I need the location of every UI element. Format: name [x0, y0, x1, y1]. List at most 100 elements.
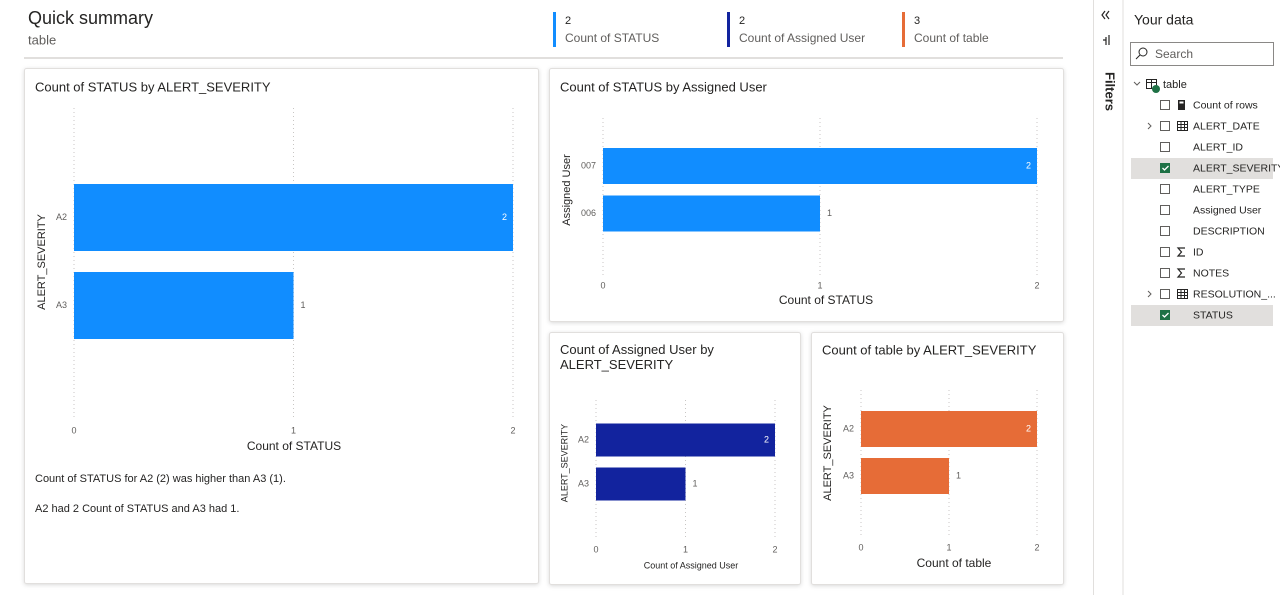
- checkbox[interactable]: [1160, 142, 1170, 152]
- visual[interactable]: Count of STATUS by ALERT_SEVERITY 0 1 2 A2 2 A…: [24, 68, 539, 584]
- kpi-accent: [902, 12, 905, 47]
- search-placeholder[interactable]: Search: [1155, 47, 1193, 61]
- field-row[interactable]: Assigned User: [1160, 204, 1262, 216]
- kpi-value: 3: [914, 15, 920, 27]
- field-name[interactable]: ID: [1193, 246, 1204, 258]
- field-name[interactable]: ALERT_TYPE: [1193, 183, 1260, 195]
- field-name[interactable]: NOTES: [1193, 267, 1229, 279]
- kpi-label: Count of table: [914, 31, 989, 45]
- filters-tab[interactable]: Filters: [1103, 72, 1118, 111]
- bar[interactable]: [596, 423, 775, 457]
- y-tick-label: A2: [578, 434, 589, 444]
- bar[interactable]: [603, 195, 820, 232]
- data-label: 1: [301, 300, 306, 310]
- kpi-label: Count of Assigned User: [739, 31, 865, 45]
- x-tick-label: 1: [817, 280, 822, 290]
- search-icon: [1135, 47, 1148, 60]
- field-row[interactable]: STATUS: [1131, 305, 1273, 326]
- field-row[interactable]: RESOLUTION_...: [1147, 288, 1276, 300]
- kpi-value: 2: [739, 15, 745, 27]
- x-axis-title: Count of Assigned User: [644, 560, 739, 570]
- bar[interactable]: [603, 148, 1037, 184]
- table-icon: [1177, 289, 1188, 299]
- bar[interactable]: [861, 411, 1037, 447]
- visual[interactable]: Count of Assigned User by ALERT_SEVERITY0…: [549, 332, 801, 585]
- field-name[interactable]: ALERT_ID: [1193, 141, 1243, 153]
- kpi-strip: 2 Count of STATUS 2 Count of Assigned User 3…: [553, 12, 989, 47]
- field-row[interactable]: DESCRIPTION: [1160, 225, 1265, 237]
- visual-title: Count of STATUS by Assigned User: [560, 79, 768, 94]
- calc-screen: [1179, 101, 1184, 104]
- calc-icon: [1178, 100, 1185, 110]
- field-expander[interactable]: [1147, 290, 1152, 298]
- x-tick-label: 2: [1034, 542, 1039, 552]
- report-title: Quick summary: [28, 8, 153, 28]
- data-label: 1: [956, 470, 961, 480]
- checkbox[interactable]: [1160, 226, 1170, 236]
- charts: Count of STATUS by ALERT_SEVERITY 0 1 2 A2 2 A…: [24, 68, 1064, 585]
- checkbox[interactable]: [1160, 268, 1170, 278]
- y-axis-title: Assigned User: [561, 154, 573, 226]
- field-expander[interactable]: [1147, 122, 1152, 130]
- data-label: 2: [502, 212, 507, 222]
- field-name[interactable]: STATUS: [1193, 309, 1233, 321]
- checkbox[interactable]: [1160, 247, 1170, 257]
- y-tick-label: A2: [56, 212, 67, 222]
- checkbox[interactable]: [1160, 100, 1170, 110]
- field-name[interactable]: ALERT_SEVERITY: [1193, 162, 1280, 174]
- x-tick-label: 2: [772, 544, 777, 554]
- data-label: 1: [693, 478, 698, 488]
- x-tick-label: 0: [600, 280, 605, 290]
- collapse-button[interactable]: [1101, 10, 1110, 20]
- x-tick-label: 0: [71, 425, 76, 435]
- data-label: 2: [1026, 423, 1031, 433]
- filter-icon[interactable]: [1103, 35, 1110, 45]
- checkbox[interactable]: [1160, 205, 1170, 215]
- field-name[interactable]: RESOLUTION_...: [1193, 288, 1276, 300]
- table-icon: [1177, 121, 1188, 131]
- bar[interactable]: [596, 467, 686, 501]
- x-axis-title: Count of STATUS: [779, 293, 873, 307]
- title-line: ALERT_SEVERITY: [560, 357, 674, 372]
- x-axis-title: Count of STATUS: [247, 439, 341, 453]
- checkmark: [1162, 312, 1169, 318]
- field-name[interactable]: Count of rows: [1193, 99, 1258, 111]
- x-tick-label: 2: [510, 425, 515, 435]
- sigma-icon: [1176, 247, 1185, 257]
- field-name[interactable]: Assigned User: [1193, 204, 1262, 216]
- data-pane-title: Your data: [1134, 12, 1194, 28]
- data-label: 2: [1026, 160, 1031, 170]
- field-row[interactable]: ALERT_DATE: [1147, 120, 1260, 132]
- visual[interactable]: Count of table by ALERT_SEVERITY 0 1 2 A2 2 A3…: [811, 332, 1064, 585]
- field-row[interactable]: ALERT_ID: [1160, 141, 1244, 153]
- field-row[interactable]: NOTES: [1160, 267, 1230, 279]
- kpi-label: Count of STATUS: [565, 31, 659, 45]
- checkbox[interactable]: [1160, 121, 1170, 131]
- field-row[interactable]: Count of rows: [1160, 99, 1258, 111]
- field-name[interactable]: ALERT_DATE: [1193, 120, 1260, 132]
- tree-expander[interactable]: [1133, 81, 1141, 86]
- visual-title: Count of table by ALERT_SEVERITY: [822, 342, 1037, 357]
- report-subtitle: table: [28, 32, 56, 47]
- bar[interactable]: [861, 458, 949, 494]
- bar[interactable]: [74, 184, 513, 251]
- field-row[interactable]: ALERT_TYPE: [1160, 183, 1260, 195]
- x-axis-title: Count of table: [917, 556, 992, 570]
- checkbox[interactable]: [1160, 163, 1170, 173]
- field-row[interactable]: ID: [1160, 246, 1204, 258]
- checkbox[interactable]: [1160, 289, 1170, 299]
- y-axis-title: ALERT_SEVERITY: [36, 213, 48, 309]
- field-name[interactable]: DESCRIPTION: [1193, 225, 1265, 237]
- bar[interactable]: [74, 272, 294, 339]
- checkbox[interactable]: [1160, 184, 1170, 194]
- table-name[interactable]: table: [1163, 79, 1187, 91]
- kpi-value: 2: [565, 15, 571, 27]
- visual-title: Count of Assigned User by ALERT_SEVERITY: [560, 342, 714, 372]
- checkbox[interactable]: [1160, 310, 1170, 320]
- search-box[interactable]: [1130, 42, 1274, 66]
- visual-card: [549, 332, 801, 585]
- field-row[interactable]: ALERT_SEVERITY: [1131, 158, 1280, 179]
